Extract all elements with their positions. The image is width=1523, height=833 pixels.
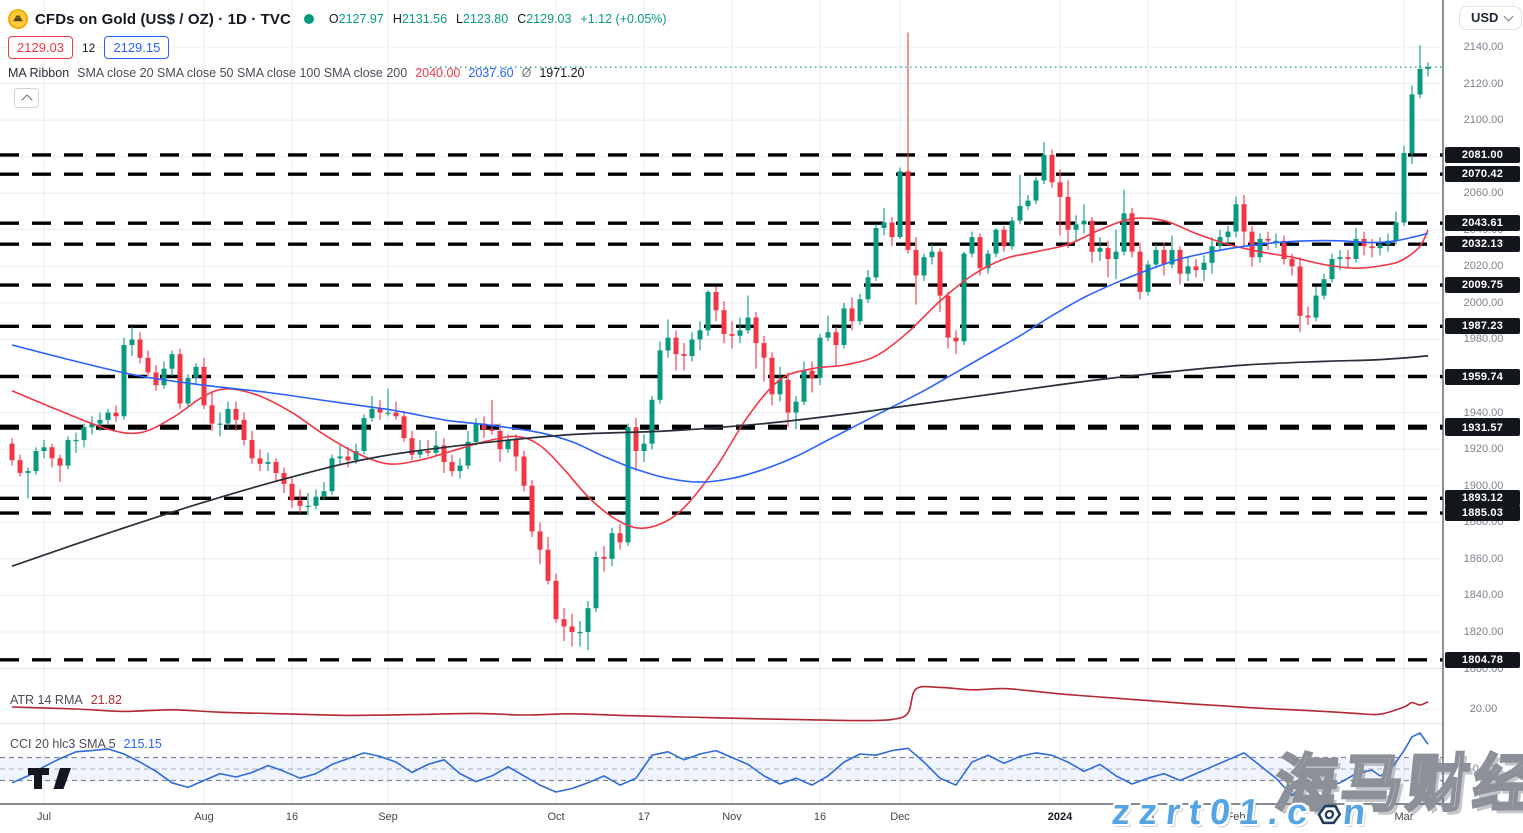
price-axis-label: 1840.00: [1463, 589, 1504, 602]
price-level-badge: 2070.42: [1445, 166, 1520, 183]
price-axis-label: 2020.00: [1463, 260, 1504, 273]
atr-title: ATR 14 RMA: [10, 693, 83, 707]
collapse-indicators-button[interactable]: [14, 88, 39, 108]
symbol-header: CFDs on Gold (US$ / OZ) · 1D · TVC O2127…: [8, 9, 667, 29]
price-axis-label: 1920.00: [1463, 443, 1504, 456]
quote-row: 2129.03 12 2129.15: [8, 36, 170, 59]
chevron-up-icon: [20, 93, 33, 106]
ask-button[interactable]: 2129.15: [104, 36, 170, 59]
sma20-value: 2040.00: [415, 66, 461, 80]
cci-legend[interactable]: CCI 20 hlc3 SMA 5 215.15: [10, 737, 162, 751]
time-axis-label: Aug: [194, 811, 214, 823]
price-level-badge: 1804.78: [1445, 651, 1520, 668]
price-level-badge: 1893.12: [1445, 490, 1520, 507]
market-open-dot-icon[interactable]: [303, 14, 314, 24]
price-axis-label: 20.00: [1469, 703, 1498, 715]
time-axis-label: Oct: [547, 811, 565, 823]
price-axis-label: 2120.00: [1463, 77, 1504, 90]
time-axis-label: Mar: [1394, 811, 1414, 823]
price-level-badge: 1959.74: [1445, 368, 1520, 385]
symbol-title[interactable]: CFDs on Gold (US$ / OZ) · 1D · TVC: [35, 10, 291, 28]
currency-label: USD: [1471, 10, 1499, 25]
tradingview-logo[interactable]: [28, 768, 80, 794]
bid-button[interactable]: 2129.03: [8, 36, 73, 59]
time-axis-label: Nov: [722, 811, 742, 823]
time-axis-label: 16: [1141, 811, 1155, 823]
price-axis-label: 2140.00: [1463, 41, 1504, 53]
time-axis-label: 2024: [1047, 811, 1073, 823]
atr-legend[interactable]: ATR 14 RMA 21.82: [10, 693, 122, 707]
price-axis-label: 1980.00: [1463, 333, 1504, 346]
atr-value: 21.82: [90, 693, 122, 707]
time-axis-label: Feb: [1226, 811, 1246, 823]
price-level-badge: 2032.13: [1445, 236, 1520, 253]
price-level-badge: 1931.57: [1445, 420, 1520, 436]
cci-title: CCI 20 hlc3 SMA 5: [10, 737, 116, 751]
cci-value: 215.15: [123, 737, 162, 751]
price-axis-label: 1820.00: [1463, 625, 1504, 638]
change-readout: +1.12 (+0.05%): [580, 12, 667, 26]
sma200-value: 1971.20: [539, 66, 585, 80]
price-axis-label: 1860.00: [1463, 552, 1504, 565]
price-axis[interactable]: 2140.002120.002100.002080.002060.002040.…: [1444, 0, 1523, 833]
price-axis-label: 2100.00: [1463, 114, 1504, 127]
price-axis-label: 1900.00: [1463, 479, 1504, 492]
price-level-badge: 1987.23: [1445, 318, 1520, 335]
time-axis[interactable]: Jul Aug 16 Sep Oct 17 Nov 16 Dec 2024 16 Feb Mar: [0, 805, 1523, 833]
price-axis-label: 0.00: [1472, 763, 1495, 775]
time-axis-label: Jul: [36, 811, 52, 823]
price-level-badge: 1885.03: [1445, 505, 1520, 522]
spread-value: 12: [82, 40, 96, 55]
price-axis-label: 1940.00: [1463, 406, 1504, 419]
time-axis-label: 17: [637, 811, 651, 823]
indicator-title[interactable]: MA Ribbon: [8, 66, 70, 80]
indicator-legend: MA Ribbon SMA close 20 SMA close 50 SMA …: [8, 66, 585, 80]
time-axis-label: 16: [285, 811, 299, 823]
price-level-badge: 2009.75: [1445, 277, 1520, 294]
price-level-badge: 2043.61: [1445, 215, 1520, 232]
sma50-value: 2037.60: [468, 66, 514, 80]
price-axis-label: 2000.00: [1463, 296, 1504, 309]
time-axis-label: Sep: [378, 811, 398, 823]
indicator-params: SMA close 20 SMA close 50 SMA close 100 …: [77, 66, 408, 80]
time-axis-label: Dec: [890, 811, 910, 823]
ohlc-readout: O2127.97 H2131.56 L2123.80 C2129.03 +1.1…: [328, 12, 667, 26]
price-axis-label: 2060.00: [1463, 187, 1504, 200]
time-axis-label: 16: [813, 811, 827, 823]
price-level-badge: 2081.00: [1445, 146, 1520, 163]
sma100-value: Ø: [521, 66, 532, 80]
currency-selector[interactable]: USD: [1459, 6, 1523, 30]
gold-coin-icon: [8, 9, 28, 29]
chevron-down-icon: [1504, 11, 1514, 21]
